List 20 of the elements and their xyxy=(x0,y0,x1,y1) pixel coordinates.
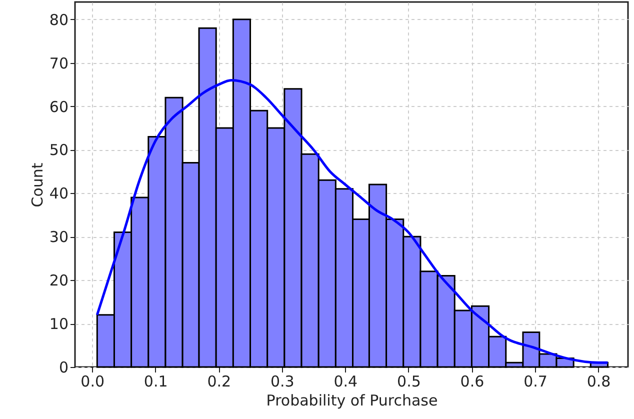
y-tick-label: 20 xyxy=(49,272,68,290)
x-tick-label: 0.2 xyxy=(207,372,232,390)
x-tick-label: 0.8 xyxy=(586,372,611,390)
y-tick-label: 30 xyxy=(49,228,68,246)
x-tick-label: 0.5 xyxy=(397,372,421,390)
y-axis-title: Count xyxy=(28,162,46,208)
x-axis-title: Probability of Purchase xyxy=(266,392,438,410)
x-tick-label: 0.4 xyxy=(334,372,358,390)
x-tick-label: 0.7 xyxy=(524,372,548,390)
y-tick-label: 50 xyxy=(49,141,68,160)
y-tick-label: 40 xyxy=(49,184,68,203)
y-tick-label: 60 xyxy=(49,98,68,116)
y-tick-label: 10 xyxy=(49,315,68,334)
y-tick-label: 0 xyxy=(58,358,68,376)
x-tick-label: 0.3 xyxy=(270,372,294,390)
y-tick-label: 70 xyxy=(49,54,68,72)
x-tick-label: 0.0 xyxy=(80,372,105,390)
x-tick-label: 0.1 xyxy=(144,372,168,390)
y-tick-label: 80 xyxy=(49,10,68,29)
x-tick-label: 0.6 xyxy=(460,372,484,390)
